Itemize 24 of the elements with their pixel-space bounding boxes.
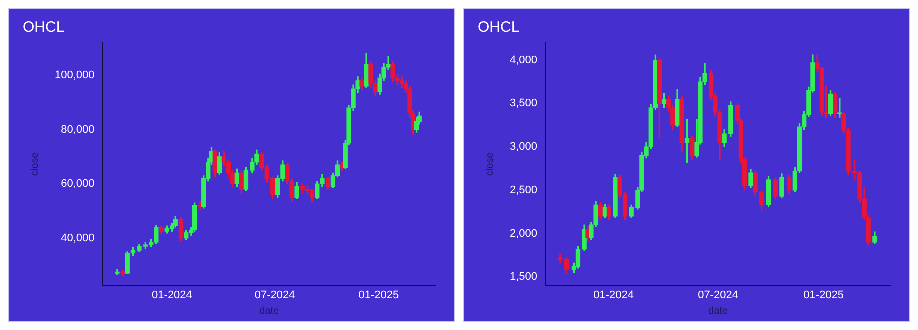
y-tick-label: 3,000 <box>510 141 538 154</box>
x-tick-label: 01-2024 <box>152 289 192 302</box>
candlestick <box>115 269 120 276</box>
candlestick <box>838 98 842 118</box>
y-tick-label: 2,500 <box>510 184 538 196</box>
chart-title: OHCL <box>23 19 65 36</box>
y-axis-title: close <box>484 152 496 176</box>
y-tick-label: 3,500 <box>510 98 538 110</box>
y-tick-label: 40,000 <box>61 232 95 244</box>
y-tick-label: 4,000 <box>510 54 538 66</box>
x-tick-label: 07-2024 <box>254 289 296 302</box>
x-tick-label: 01-2024 <box>594 289 634 302</box>
y-tick-label: 100,000 <box>54 70 95 82</box>
x-tick-label: 01-2025 <box>804 289 844 302</box>
x-axis-title: date <box>260 306 280 317</box>
y-tick-label: 1,500 <box>510 271 538 284</box>
x-tick-label: 01-2025 <box>358 289 400 302</box>
x-tick-label: 07-2024 <box>698 289 738 302</box>
y-tick-label: 2,000 <box>510 228 538 240</box>
x-axis-title: date <box>708 306 728 317</box>
chart-title: OHCL <box>478 19 520 36</box>
y-tick-label: 60,000 <box>61 178 95 190</box>
y-axis-title: close <box>30 152 41 176</box>
y-tick-label: 80,000 <box>61 124 95 136</box>
